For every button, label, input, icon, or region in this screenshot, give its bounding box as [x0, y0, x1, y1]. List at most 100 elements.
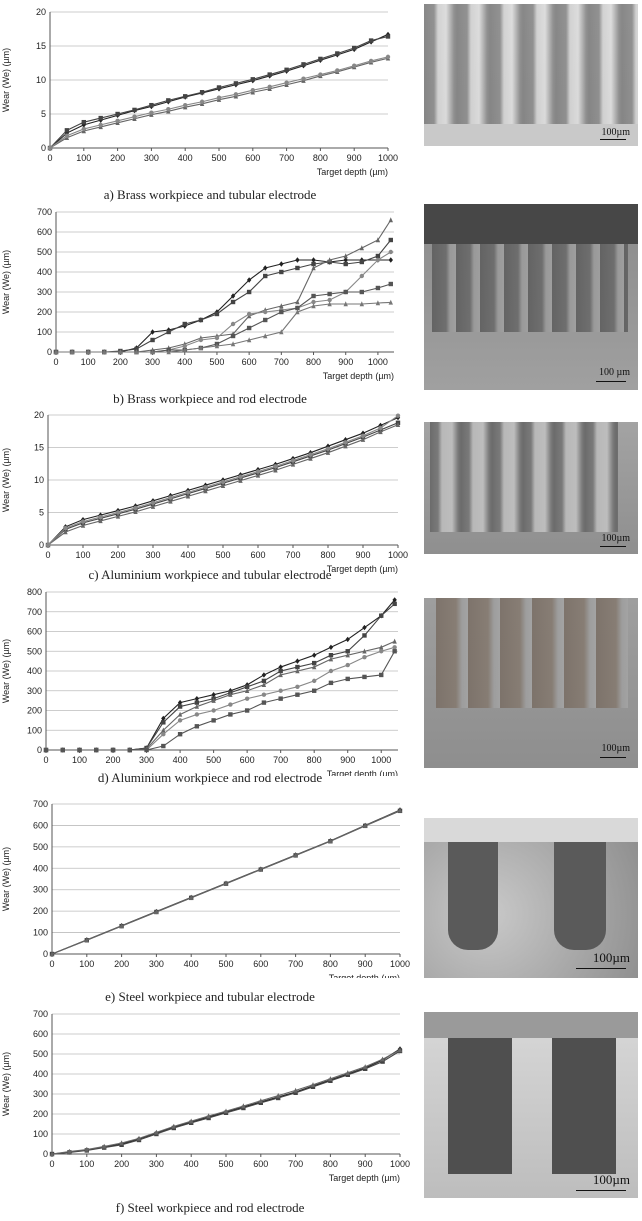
data-point: [203, 488, 208, 494]
series-line-4: [56, 251, 392, 353]
scale-bar-b: [596, 381, 626, 382]
y-tick-label: 600: [33, 1029, 48, 1039]
y-tick-label: 10: [34, 475, 44, 485]
y-tick-label: 100: [33, 1129, 48, 1139]
data-point: [284, 67, 289, 72]
series-line-2: [51, 1050, 401, 1155]
data-point: [166, 98, 171, 103]
data-point: [362, 633, 367, 638]
x-tick-label: 800: [307, 755, 322, 765]
data-point: [290, 461, 296, 467]
y-tick-label: 20: [34, 410, 44, 420]
data-point: [261, 682, 267, 688]
y-axis-label: Wear (We) (µm): [1, 448, 11, 512]
x-tick-label: 0: [47, 153, 52, 163]
data-point: [263, 317, 268, 323]
data-point: [150, 503, 156, 509]
x-tick-label: 600: [250, 550, 265, 560]
x-tick-label: 800: [320, 550, 335, 560]
data-point: [388, 237, 393, 243]
x-tick-label: 800: [323, 959, 338, 969]
data-point: [295, 658, 300, 664]
data-point: [392, 638, 397, 644]
x-tick-label: 1000: [371, 755, 391, 765]
data-point: [327, 301, 332, 307]
data-point: [189, 1118, 194, 1124]
x-tick-label: 500: [218, 1159, 233, 1169]
y-tick-label: 400: [27, 666, 42, 676]
x-tick-label: 100: [76, 153, 91, 163]
data-point: [98, 518, 103, 524]
data-point: [244, 684, 250, 689]
data-point: [335, 51, 340, 56]
scale-bar-e: [576, 968, 626, 969]
data-point: [194, 712, 200, 717]
data-point: [161, 743, 166, 749]
data-point: [198, 345, 204, 351]
data-point: [161, 727, 166, 733]
panel-b: 0 100 200 300 400 500 600 700 0 100 200 300 400 500 60…: [0, 202, 642, 407]
data-point: [362, 674, 367, 680]
y-tick-label: 800: [27, 588, 42, 597]
x-tick-label: 800: [306, 357, 321, 367]
panel-d: 0 100 200 300 400 500 600 700 800 0 100 200 300 400 50…: [0, 588, 642, 796]
data-point: [328, 668, 334, 674]
data-point: [238, 477, 243, 483]
data-point: [311, 265, 316, 271]
y-tick-label: 100: [27, 725, 42, 735]
data-point: [284, 80, 289, 85]
photo-texture-a: [424, 4, 638, 146]
x-tick-label: 900: [358, 959, 373, 969]
caption-e: e) Steel workpiece and tubular electrode: [105, 989, 315, 1004]
x-tick-label: 500: [209, 357, 224, 367]
data-point: [343, 257, 348, 263]
data-point: [45, 542, 51, 548]
data-point: [230, 341, 236, 347]
data-point: [63, 525, 68, 531]
data-point: [278, 668, 283, 674]
data-point: [343, 289, 348, 295]
y-tick-label: 400: [33, 863, 48, 873]
scale-label-c: 100µm: [601, 533, 630, 544]
photo-features-d: [436, 598, 628, 708]
y-tick-label: 600: [27, 627, 42, 637]
x-tick-label: 900: [355, 550, 370, 560]
caption-f: f) Steel workpiece and rod electrode: [115, 1200, 305, 1215]
data-point: [189, 894, 194, 900]
data-point: [375, 285, 381, 291]
data-point: [379, 672, 384, 678]
x-tick-label: 0: [49, 959, 54, 969]
x-tick-label: 1000: [368, 357, 388, 367]
y-tick-label: 0: [41, 143, 46, 153]
x-tick-label: 800: [323, 1159, 338, 1169]
data-point: [311, 293, 316, 299]
data-point: [301, 76, 306, 81]
data-point: [279, 303, 284, 309]
y-tick-label: 300: [33, 885, 48, 895]
y-tick-label: 700: [33, 799, 48, 809]
data-point: [84, 1146, 89, 1152]
data-point: [318, 56, 323, 62]
data-point: [263, 309, 268, 315]
data-point: [198, 337, 204, 343]
data-point: [325, 446, 331, 451]
data-point: [379, 644, 384, 650]
x-tick-label: 300: [149, 1159, 164, 1169]
data-point: [379, 613, 384, 618]
data-point: [359, 245, 365, 251]
data-point: [220, 479, 226, 485]
data-point: [258, 866, 263, 872]
series-line-6: [56, 301, 391, 353]
y-tick-label: 500: [33, 1049, 48, 1059]
x-tick-label: 100: [79, 1159, 94, 1169]
data-point: [352, 45, 357, 51]
micrograph-e: 100µm: [424, 818, 638, 978]
data-point: [360, 433, 366, 438]
data-point: [241, 1103, 246, 1109]
y-tick-label: 700: [33, 1010, 48, 1019]
y-tick-label: 15: [36, 41, 46, 51]
y-tick-label: 200: [37, 307, 52, 317]
x-tick-label: 0: [49, 1159, 54, 1169]
x-tick-label: 300: [145, 550, 160, 560]
data-point: [203, 484, 208, 490]
